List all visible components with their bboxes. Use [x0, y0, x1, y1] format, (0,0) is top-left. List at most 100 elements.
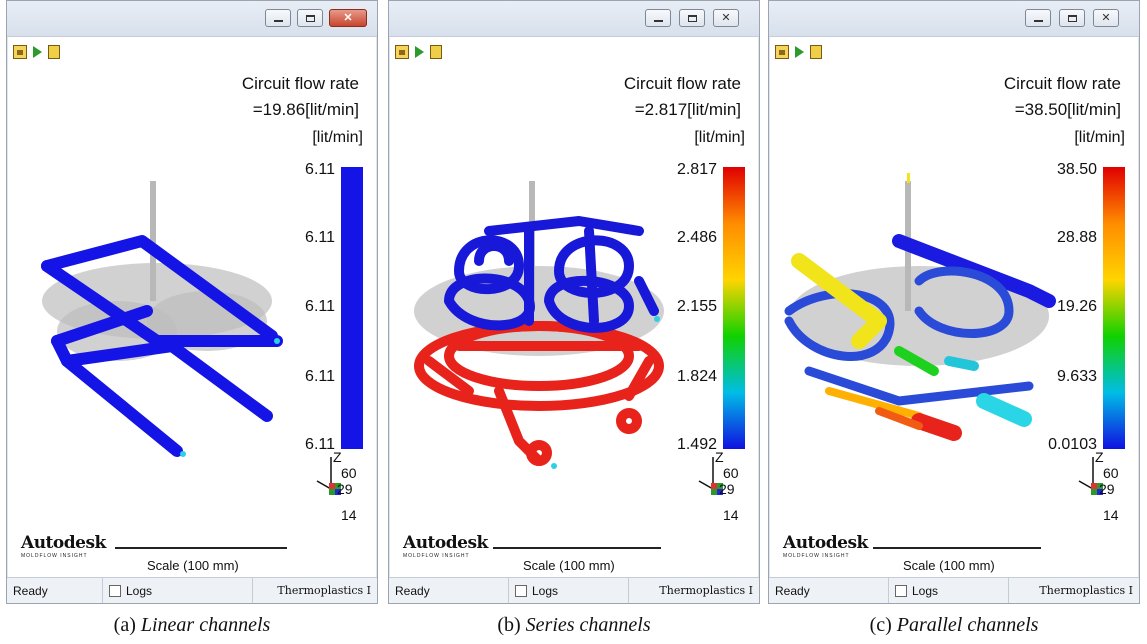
status-ready: Ready — [7, 578, 103, 603]
close-icon: ✕ — [721, 11, 731, 24]
axis-angle-c: 14 — [341, 507, 357, 523]
flow-rate-title: Circuit flow rate — [241, 74, 359, 93]
scale-tick: 9.633 — [1056, 368, 1097, 385]
module-name: Thermoplastics I — [1039, 584, 1133, 597]
caption-a: (a) Linear channels — [6, 614, 378, 637]
play-icon[interactable] — [33, 46, 42, 58]
close-icon: ✕ — [343, 11, 353, 24]
lock-icon[interactable] — [775, 45, 789, 59]
brand-subtitle: MOLDFLOW INSIGHT — [783, 553, 850, 559]
flow-rate-label: Circuit flow rate =19.86[lit/min] — [242, 71, 359, 123]
axis-icon — [316, 457, 341, 495]
cooling-channel-model[interactable] — [7, 171, 307, 501]
flow-rate-label: Circuit flow rate =2.817[lit/min] — [624, 71, 741, 123]
axis-icon — [698, 457, 723, 495]
lock-icon[interactable] — [13, 45, 27, 59]
scale-label: Scale (100 mm) — [523, 558, 615, 573]
minimize-button[interactable] — [265, 9, 291, 27]
result-window-linear: ✕ Circuit flow rate =19.86[lit/min] [lit… — [6, 0, 378, 604]
scale-label: Scale (100 mm) — [147, 558, 239, 573]
scale-tick: 28.88 — [1056, 229, 1097, 246]
cooling-channel-model[interactable] — [769, 171, 1069, 501]
scale-line — [115, 547, 287, 549]
flow-rate-title: Circuit flow rate — [623, 74, 741, 93]
minimize-button[interactable] — [1025, 9, 1051, 27]
logs-label: Logs — [126, 583, 153, 598]
scale-tick: 1.492 — [676, 436, 717, 453]
toolbar — [775, 45, 822, 65]
color-scale-bar — [723, 167, 745, 449]
axis-angle-b: 29 — [719, 481, 735, 497]
axis-angle-b: 29 — [1099, 481, 1115, 497]
flow-rate-value: =38.50[lit/min] — [1014, 100, 1121, 119]
maximize-button[interactable] — [297, 9, 323, 27]
logs-toggle[interactable]: Logs — [103, 578, 253, 603]
toolbar — [395, 45, 442, 65]
result-window-series: ✕ Circuit flow rate =2.817 — [388, 0, 760, 604]
status-bar: Ready Logs Thermoplastics I — [769, 577, 1139, 603]
maximize-button[interactable] — [1059, 9, 1085, 27]
orientation-triad: Z 60 29 14 — [1075, 449, 1125, 529]
axis-angle-c: 14 — [723, 507, 739, 523]
logs-checkbox[interactable] — [515, 584, 527, 597]
axis-angle-a: 60 — [1103, 465, 1119, 481]
minimize-button[interactable] — [645, 9, 671, 27]
scale-unit: [lit/min] — [694, 129, 745, 146]
autodesk-logo: Autodesk MOLDFLOW INSIGHT — [783, 533, 868, 559]
scale-ticks: 38.50 28.88 19.26 9.633 0.0103 — [1017, 161, 1097, 461]
close-button[interactable]: ✕ — [329, 9, 367, 27]
axis-angle-b: 29 — [337, 481, 353, 497]
close-icon: ✕ — [1101, 11, 1111, 24]
module-name: Thermoplastics I — [277, 584, 371, 597]
cooling-channel-model[interactable] — [389, 171, 689, 501]
toolbar — [13, 45, 60, 65]
title-bar: ✕ — [389, 1, 759, 37]
scale-tick: 19.26 — [1056, 298, 1097, 315]
scale-line — [873, 547, 1041, 549]
play-icon[interactable] — [795, 46, 804, 58]
logs-toggle[interactable]: Logs — [889, 578, 1009, 603]
brand-name: Autodesk — [783, 533, 868, 553]
logs-checkbox[interactable] — [895, 584, 907, 597]
close-button[interactable]: ✕ — [713, 9, 739, 27]
color-scale-bar — [1103, 167, 1125, 449]
color-scale-bar — [341, 167, 363, 449]
lock-icon[interactable] — [395, 45, 409, 59]
axis-angle-a: 60 — [723, 465, 739, 481]
autodesk-logo: Autodesk MOLDFLOW INSIGHT — [21, 533, 106, 559]
brand-subtitle: MOLDFLOW INSIGHT — [403, 553, 470, 559]
caption-prefix: (b) — [497, 614, 521, 636]
status-bar: Ready Logs Thermoplastics I — [7, 577, 377, 603]
logs-checkbox[interactable] — [109, 584, 121, 597]
close-button[interactable]: ✕ — [1093, 9, 1119, 27]
scale-tick: 2.155 — [676, 298, 717, 315]
axis-angle-c: 14 — [1103, 507, 1119, 523]
brand-name: Autodesk — [403, 533, 488, 553]
animate-icon[interactable] — [810, 45, 822, 59]
autodesk-logo: Autodesk MOLDFLOW INSIGHT — [403, 533, 488, 559]
scale-tick: 0.0103 — [1048, 436, 1097, 453]
status-ready: Ready — [769, 578, 889, 603]
caption-c: (c) Parallel channels — [768, 614, 1140, 637]
scale-tick: 6.11 — [305, 298, 335, 315]
scale-ticks: 2.817 2.486 2.155 1.824 1.492 — [647, 161, 717, 461]
scale-tick: 2.486 — [676, 229, 717, 246]
scale-tick: 1.824 — [676, 368, 717, 385]
logs-label: Logs — [532, 583, 559, 598]
orientation-triad: Z 60 29 14 — [695, 449, 745, 529]
animate-icon[interactable] — [48, 45, 60, 59]
module-name: Thermoplastics I — [659, 584, 753, 597]
scale-tick: 6.11 — [305, 436, 335, 453]
axis-icon — [1078, 457, 1103, 495]
scale-tick: 6.11 — [305, 161, 335, 178]
axis-z-label: Z — [333, 449, 342, 465]
scale-ticks: 6.11 6.11 6.11 6.11 6.11 — [265, 161, 335, 461]
logs-toggle[interactable]: Logs — [509, 578, 629, 603]
scale-unit: [lit/min] — [312, 129, 363, 146]
play-icon[interactable] — [415, 46, 424, 58]
maximize-button[interactable] — [679, 9, 705, 27]
orientation-triad: Z 60 29 14 — [313, 449, 363, 529]
animate-icon[interactable] — [430, 45, 442, 59]
caption-b: (b) Series channels — [388, 614, 760, 637]
axis-angle-a: 60 — [341, 465, 357, 481]
